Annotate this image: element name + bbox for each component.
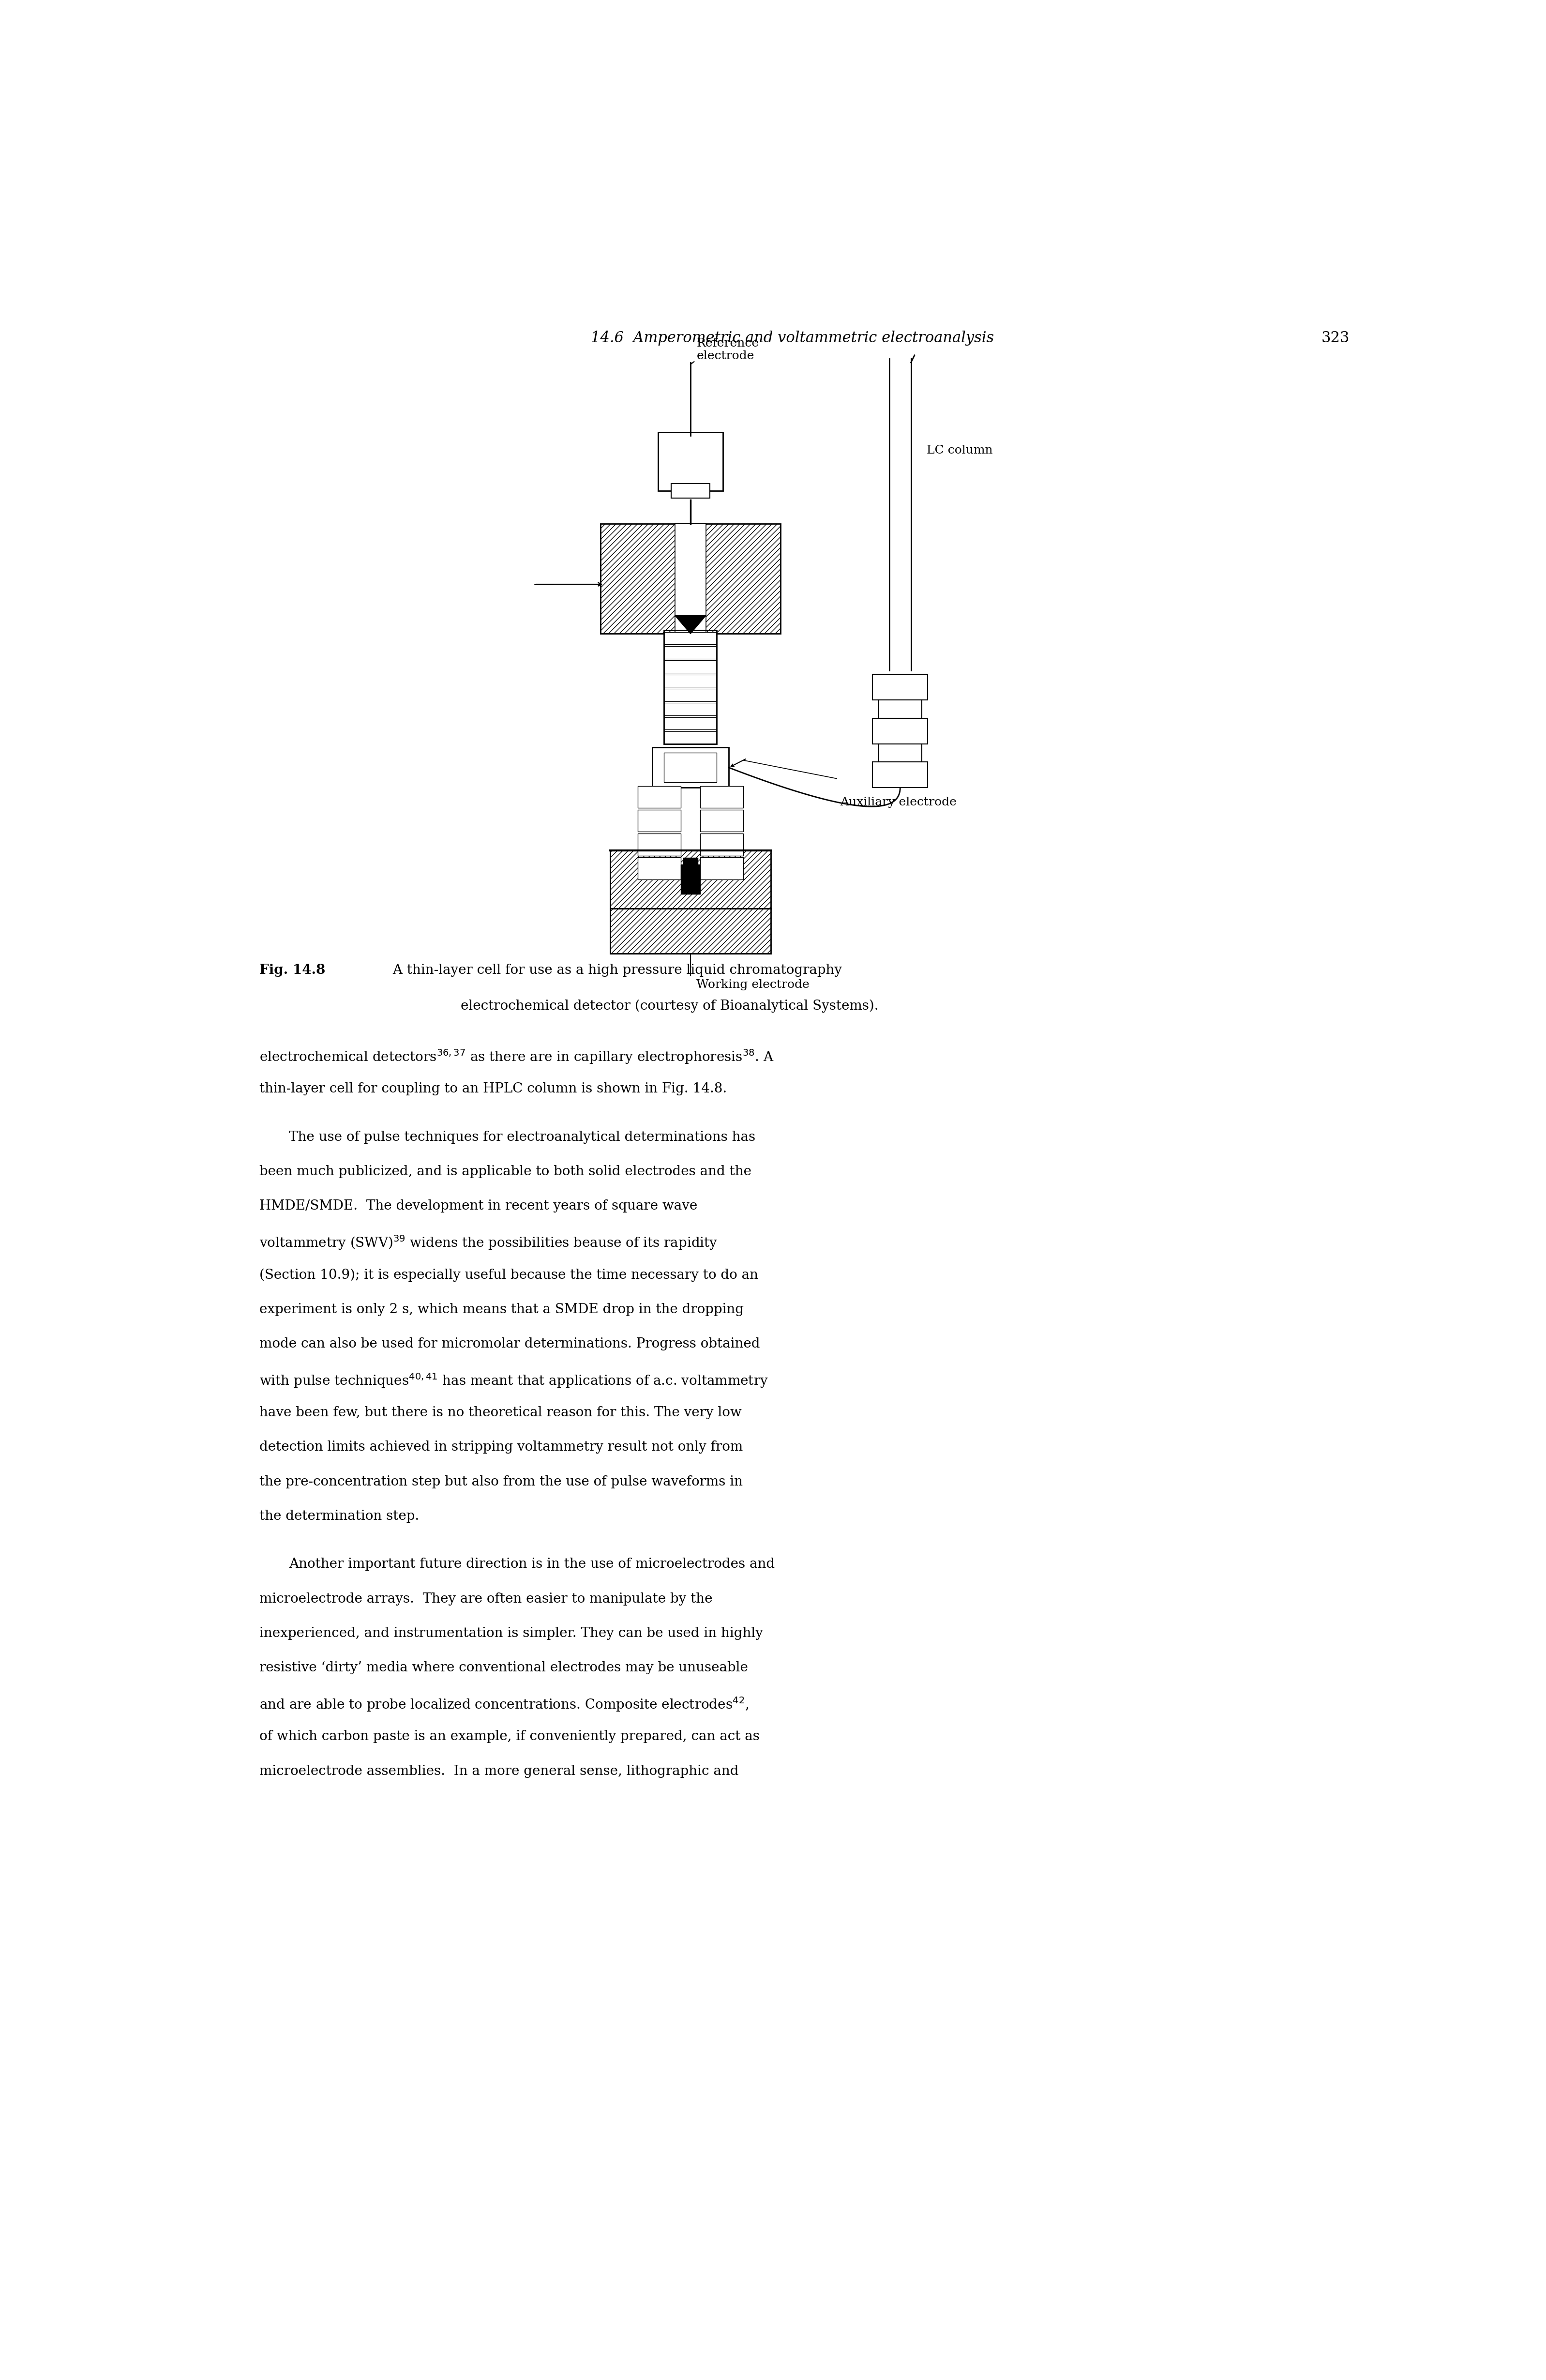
Bar xyxy=(665,674,717,688)
Bar xyxy=(872,762,928,788)
Bar xyxy=(665,631,717,743)
Bar xyxy=(665,731,717,743)
Text: mode can also be used for micromolar determinations. Progress obtained: mode can also be used for micromolar det… xyxy=(260,1338,759,1349)
Text: experiment is only 2 s, which means that a SMDE drop in the dropping: experiment is only 2 s, which means that… xyxy=(260,1302,744,1316)
Text: with pulse techniques$^{40,41}$ has meant that applications of a.c. voltammetry: with pulse techniques$^{40,41}$ has mean… xyxy=(260,1371,768,1390)
Bar xyxy=(700,809,744,831)
Bar xyxy=(671,483,710,497)
Bar xyxy=(665,633,717,645)
Text: the determination step.: the determination step. xyxy=(260,1509,419,1523)
Bar xyxy=(652,747,728,788)
Text: Fig. 14.8: Fig. 14.8 xyxy=(260,964,325,976)
Bar xyxy=(659,433,724,490)
Bar xyxy=(680,864,700,895)
Text: 14.6  Amperometric and voltammetric electroanalysis: 14.6 Amperometric and voltammetric elect… xyxy=(591,331,994,345)
Bar xyxy=(700,785,744,807)
Bar xyxy=(638,833,680,854)
Text: and are able to probe localized concentrations. Composite electrodes$^{42}$,: and are able to probe localized concentr… xyxy=(260,1695,748,1714)
Bar xyxy=(872,674,928,700)
Text: detection limits achieved in stripping voltammetry result not only from: detection limits achieved in stripping v… xyxy=(260,1440,742,1454)
Text: Working electrode: Working electrode xyxy=(696,978,810,990)
Bar xyxy=(878,700,921,719)
Text: voltammetry (SWV)$^{39}$ widens the possibilities beause of its rapidity: voltammetry (SWV)$^{39}$ widens the poss… xyxy=(260,1233,717,1252)
Text: A thin-layer cell for use as a high pressure liquid chromatography: A thin-layer cell for use as a high pres… xyxy=(388,964,843,976)
Bar xyxy=(676,524,707,633)
Text: electrochemical detectors$^{36,37}$ as there are in capillary electrophoresis$^{: electrochemical detectors$^{36,37}$ as t… xyxy=(260,1047,775,1066)
Text: inexperienced, and instrumentation is simpler. They can be used in highly: inexperienced, and instrumentation is si… xyxy=(260,1628,762,1640)
Bar xyxy=(638,857,680,878)
Text: Another important future direction is in the use of microelectrodes and: Another important future direction is in… xyxy=(289,1559,775,1571)
Bar xyxy=(665,702,717,716)
Bar xyxy=(700,857,744,878)
Text: of which carbon paste is an example, if conveniently prepared, can act as: of which carbon paste is an example, if … xyxy=(260,1730,759,1742)
Text: HMDE/SMDE.  The development in recent years of square wave: HMDE/SMDE. The development in recent yea… xyxy=(260,1200,697,1214)
Bar xyxy=(872,719,928,743)
Bar xyxy=(878,743,921,762)
Bar xyxy=(665,659,717,674)
Text: thin-layer cell for coupling to an HPLC column is shown in Fig. 14.8.: thin-layer cell for coupling to an HPLC … xyxy=(260,1083,727,1095)
Bar xyxy=(638,785,680,807)
Text: The use of pulse techniques for electroanalytical determinations has: The use of pulse techniques for electroa… xyxy=(289,1130,756,1145)
Text: have been few, but there is no theoretical reason for this. The very low: have been few, but there is no theoretic… xyxy=(260,1407,742,1418)
Text: been much publicized, and is applicable to both solid electrodes and the: been much publicized, and is applicable … xyxy=(260,1166,751,1178)
Text: Auxiliary electrode: Auxiliary electrode xyxy=(841,797,957,809)
Text: 323: 323 xyxy=(1322,331,1350,345)
Text: LC column: LC column xyxy=(926,445,993,457)
Text: resistive ‘dirty’ media where conventional electrodes may be unuseable: resistive ‘dirty’ media where convention… xyxy=(260,1661,748,1673)
Bar xyxy=(611,909,771,954)
Bar xyxy=(665,645,717,659)
Bar xyxy=(638,809,680,831)
Text: electrochemical detector (courtesy of Bioanalytical Systems).: electrochemical detector (courtesy of Bi… xyxy=(461,1000,878,1011)
Bar xyxy=(611,850,771,909)
Bar xyxy=(700,833,744,854)
Text: (Section 10.9); it is especially useful because the time necessary to do an: (Section 10.9); it is especially useful … xyxy=(260,1269,758,1283)
Bar xyxy=(665,752,717,783)
Bar xyxy=(600,524,781,633)
Text: microelectrode arrays.  They are often easier to manipulate by the: microelectrode arrays. They are often ea… xyxy=(260,1592,713,1607)
Bar xyxy=(683,857,697,888)
Bar xyxy=(665,716,717,731)
Text: Reference
electrode: Reference electrode xyxy=(696,338,759,362)
Bar xyxy=(665,688,717,702)
Text: microelectrode assemblies.  In a more general sense, lithographic and: microelectrode assemblies. In a more gen… xyxy=(260,1764,739,1778)
Polygon shape xyxy=(676,616,707,633)
Text: the pre-concentration step but also from the use of pulse waveforms in: the pre-concentration step but also from… xyxy=(260,1476,742,1488)
